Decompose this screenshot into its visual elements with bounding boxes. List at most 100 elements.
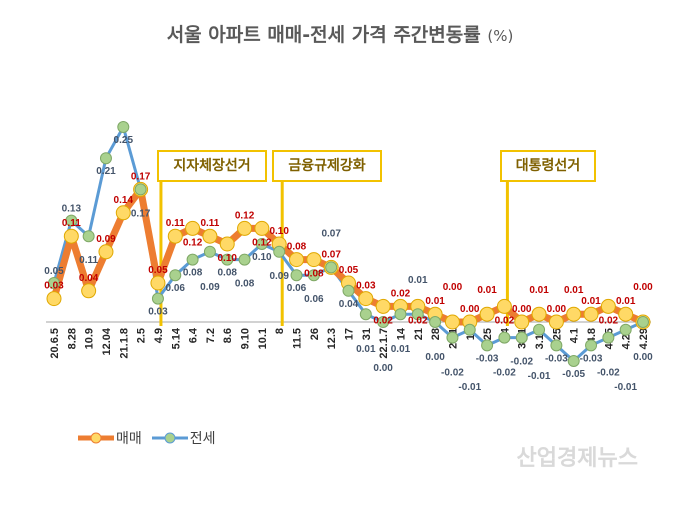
data-point [463,323,476,336]
data-label: 0.05 [339,265,359,276]
data-label: 0.04 [79,273,99,284]
data-point [306,252,322,268]
data-point [98,244,114,260]
data-point [48,277,60,289]
x-tick-label: 14 [395,327,407,340]
data-label: -0.01 [458,382,481,393]
data-label: -0.03 [580,353,603,364]
legend-jeonse-swatch [151,432,188,444]
data-label: -0.05 [562,369,585,380]
data-point [203,245,216,258]
data-label: 0.11 [79,255,98,266]
annotation-presidential-election: 대통령선거 [500,150,596,182]
x-tick-label: 12.3 [326,328,338,349]
data-point [566,306,582,322]
data-point [237,220,253,236]
x-tick-label: 5.14 [170,327,182,349]
watermark: 산업경제뉴스 [516,446,638,471]
title-text: 서울 아파트 매매-전세 가격 주간변동률 [166,24,481,46]
data-point [99,152,112,165]
data-point [377,316,390,328]
data-label: 0.11 [166,218,185,229]
data-label: 0.03 [44,281,64,292]
data-label: 0.08 [235,279,255,290]
data-label: 0.00 [460,304,480,315]
data-point [375,298,391,314]
data-point [63,228,79,244]
data-point [583,306,599,322]
data-point [82,230,95,243]
data-point [307,269,320,282]
x-tick-label: 21.1.8 [118,328,130,359]
legend-item-sale: 매매 [78,428,142,448]
data-point [65,214,78,227]
legend-sale-label: 매매 [116,431,142,447]
data-point [325,261,338,274]
x-tick-label: 26 [309,328,321,340]
data-point [533,323,546,336]
data-label: 0.02 [408,315,428,326]
data-label: 0.00 [512,304,532,315]
data-label: 0.06 [304,294,324,305]
data-label: 0.10 [218,253,238,264]
data-label: 0.07 [321,228,341,239]
data-label: 0.00 [425,352,445,363]
x-tick-label: 7.2 [205,328,217,343]
data-label: 0.00 [443,282,463,293]
data-point [567,355,580,367]
data-point [290,269,303,282]
data-label: 0.01 [391,344,411,355]
data-point [81,283,97,299]
data-label: 0.09 [269,271,289,282]
chart-title: 서울 아파트 매매-전세 가격 주간변동률 (%) [0,20,680,47]
data-point [221,253,234,266]
x-tick-label: 31 [361,328,373,340]
data-point [411,308,424,321]
data-label: 0.05 [148,265,168,276]
data-label: 0.00 [547,304,567,315]
data-label: -0.03 [545,353,568,364]
data-point [444,314,460,330]
data-point [481,339,494,352]
x-tick-label: 6.4 [188,327,200,343]
x-tick-label: 8 [274,328,286,334]
data-label: 0.02 [391,288,411,299]
data-label: 0.09 [200,282,220,293]
data-point [254,220,270,236]
data-label: 0.02 [495,315,515,326]
x-tick-label: 4.9 [153,328,165,343]
legend: 매매 전세 [78,428,216,448]
data-label: 0.05 [44,266,64,277]
data-label: 0.00 [633,282,653,293]
x-tick-label: 22.1.7 [378,328,390,359]
data-point [359,308,372,321]
data-point [514,314,530,330]
data-point [358,291,374,307]
x-tick-label: 10.1 [257,328,269,349]
data-label: -0.01 [614,382,637,393]
data-point [637,316,649,328]
x-tick-label: 28 [430,328,442,340]
data-point [289,252,305,268]
x-tick-label: 17 [344,328,356,340]
data-label: 0.00 [633,352,653,363]
x-tick-label: 4.1 [569,328,581,343]
data-point [531,306,547,322]
data-label: 0.12 [183,237,203,248]
data-label: 0.03 [148,307,168,318]
data-point [117,121,130,133]
data-point [134,183,147,196]
data-point [202,228,218,244]
data-point [394,308,407,321]
data-point [585,339,598,352]
data-point [238,253,251,266]
data-label: 0.07 [321,249,341,260]
x-tick-label: 12.04 [101,327,113,355]
data-point [600,298,616,314]
data-label: 0.13 [62,204,82,215]
data-label: 0.08 [183,268,203,279]
x-tick-label: 9.10 [240,328,252,349]
data-label: 0.09 [96,234,116,245]
